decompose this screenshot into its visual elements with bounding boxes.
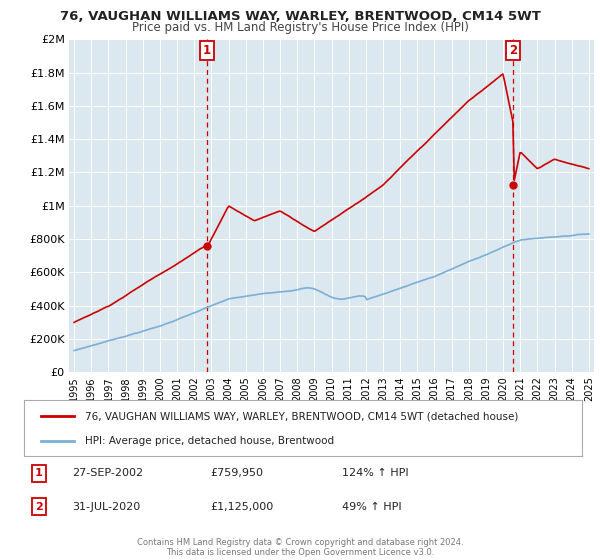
Text: 76, VAUGHAN WILLIAMS WAY, WARLEY, BRENTWOOD, CM14 5WT (detached house): 76, VAUGHAN WILLIAMS WAY, WARLEY, BRENTW…	[85, 411, 519, 421]
Text: Price paid vs. HM Land Registry's House Price Index (HPI): Price paid vs. HM Land Registry's House …	[131, 21, 469, 34]
Text: 76, VAUGHAN WILLIAMS WAY, WARLEY, BRENTWOOD, CM14 5WT: 76, VAUGHAN WILLIAMS WAY, WARLEY, BRENTW…	[59, 10, 541, 23]
Text: £759,950: £759,950	[210, 468, 263, 478]
Text: Contains HM Land Registry data © Crown copyright and database right 2024.
This d: Contains HM Land Registry data © Crown c…	[137, 538, 463, 557]
Text: 124% ↑ HPI: 124% ↑ HPI	[342, 468, 409, 478]
Text: 2: 2	[35, 502, 43, 512]
Text: 1: 1	[203, 44, 211, 57]
Text: HPI: Average price, detached house, Brentwood: HPI: Average price, detached house, Bren…	[85, 436, 335, 446]
Text: 49% ↑ HPI: 49% ↑ HPI	[342, 502, 401, 512]
Text: 31-JUL-2020: 31-JUL-2020	[72, 502, 140, 512]
Text: 1: 1	[35, 468, 43, 478]
Text: £1,125,000: £1,125,000	[210, 502, 273, 512]
Text: 27-SEP-2002: 27-SEP-2002	[72, 468, 143, 478]
Text: 2: 2	[509, 44, 517, 57]
